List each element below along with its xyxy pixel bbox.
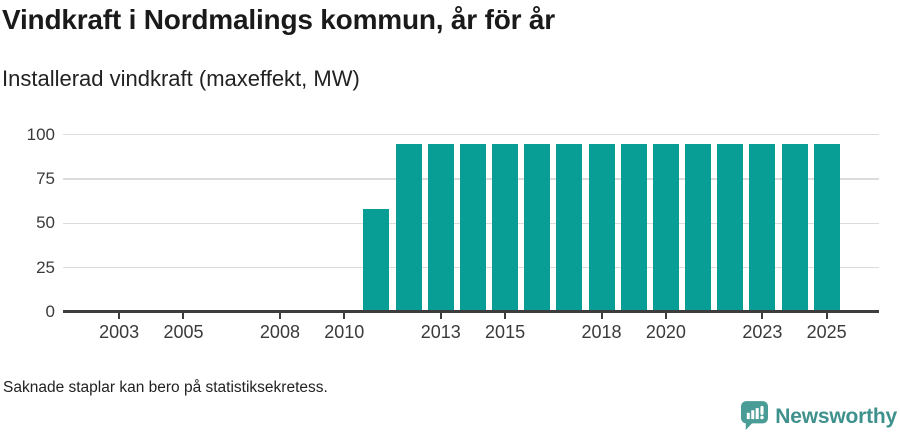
x-axis-label: 2008	[259, 322, 300, 342]
x-axis-tick	[439, 313, 442, 319]
chart-title: Vindkraft i Nordmalings kommun, år för å…	[2, 4, 555, 35]
bar	[620, 143, 647, 310]
bar	[427, 143, 454, 310]
x-axis-tick	[118, 313, 121, 319]
x-axis-label: 2010	[324, 322, 365, 342]
x-axis-tick	[825, 313, 828, 319]
x-axis-tick	[278, 313, 281, 319]
x-axis-label: 2013	[420, 322, 461, 342]
bar	[652, 143, 679, 310]
bar	[492, 143, 519, 310]
x-axis-tick	[664, 313, 667, 319]
y-axis-label: 75	[36, 169, 55, 189]
y-axis-label: 25	[36, 257, 55, 277]
newsworthy-logo-label: Newsworthy	[775, 404, 897, 428]
bar	[781, 143, 808, 310]
bar	[363, 209, 390, 310]
bar	[524, 143, 551, 310]
x-axis-label: 2015	[485, 322, 526, 342]
x-axis-tick	[504, 313, 507, 319]
x-axis-tick	[600, 313, 603, 319]
x-axis-label: 2003	[99, 322, 140, 342]
bar	[749, 143, 776, 310]
x-axis-label: 2025	[806, 322, 847, 342]
x-axis-label: 2005	[163, 322, 204, 342]
newsworthy-logo: Newsworthy	[741, 401, 897, 431]
bar	[459, 143, 486, 310]
gridline	[63, 133, 879, 136]
bar	[556, 143, 583, 310]
x-axis-tick	[182, 313, 185, 319]
x-axis-label: 2023	[742, 322, 783, 342]
bar	[588, 143, 615, 310]
y-axis-label: 50	[36, 213, 55, 233]
x-axis-label: 2020	[645, 322, 686, 342]
x-axis-tick	[343, 313, 346, 319]
bar	[395, 143, 422, 310]
newsworthy-chart-bubble-icon	[741, 401, 769, 430]
bar	[685, 143, 712, 310]
chart-subtitle: Installerad vindkraft (maxeffekt, MW)	[2, 66, 360, 91]
x-axis-tick	[761, 313, 764, 319]
x-axis-line	[63, 310, 879, 313]
y-axis-label: 100	[26, 124, 55, 144]
footnote: Saknade staplar kan bero på statistiksek…	[3, 379, 328, 396]
x-axis-label: 2018	[581, 322, 622, 342]
bar	[717, 143, 744, 310]
y-axis-label: 0	[45, 302, 55, 321]
bar	[813, 143, 840, 310]
